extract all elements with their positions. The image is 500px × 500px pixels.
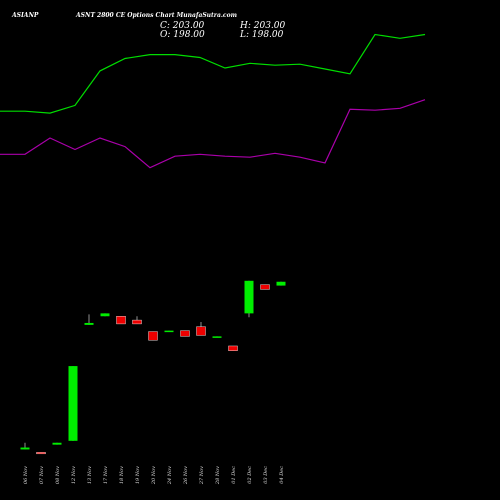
- candle: [52, 442, 62, 445]
- candle: [148, 331, 158, 341]
- x-tick-label: 24 Nov: [167, 466, 173, 485]
- candle: [116, 316, 126, 325]
- x-tick-label: 28 Nov: [215, 466, 221, 485]
- x-tick-label: 06 Nov: [23, 466, 29, 484]
- candle: [196, 322, 206, 336]
- x-tick-label: 08 Nov: [55, 466, 61, 484]
- x-tick-label: 07 Nov: [39, 466, 45, 484]
- x-tick-label: 17 Nov: [103, 466, 109, 484]
- candle: [20, 442, 30, 450]
- candle-body: [260, 284, 270, 290]
- candle: [84, 314, 94, 325]
- candle: [180, 330, 190, 337]
- candle: [68, 366, 78, 441]
- candle: [132, 316, 142, 325]
- symbol-label: ASIANP: [12, 12, 39, 19]
- x-tick-label: 02 Dec: [247, 466, 253, 484]
- candle-body: [116, 316, 126, 325]
- open-value: O: 198.00: [160, 30, 205, 40]
- candle: [260, 284, 270, 290]
- candle-body: [196, 326, 206, 336]
- x-tick-label: 13 Nov: [87, 466, 93, 484]
- candle: [164, 330, 174, 333]
- x-tick-label: 12 Nov: [71, 466, 77, 484]
- candle-body: [276, 281, 286, 286]
- candle-body: [180, 330, 190, 337]
- candle-body: [148, 331, 158, 341]
- x-tick-label: 18 Nov: [119, 466, 125, 484]
- x-tick-label: 26 Nov: [183, 466, 189, 485]
- candle: [244, 280, 254, 318]
- lower-indicator-line: [0, 99, 426, 169]
- x-tick-label: 27 Nov: [199, 466, 205, 485]
- candle-body: [36, 452, 46, 455]
- chart-title: ASNT 2800 CE Options Chart MunafaSutra.c…: [76, 12, 237, 19]
- x-tick-label: 03 Dec: [263, 466, 269, 484]
- candle-body: [100, 313, 110, 317]
- high-value: H: 203.00: [240, 21, 286, 31]
- x-tick-label: 20 Nov: [151, 466, 157, 485]
- candle-body: [228, 345, 238, 351]
- candle-body: [68, 366, 78, 441]
- x-tick-label: 04 Dec: [279, 466, 285, 484]
- upper-indicator-line: [0, 33, 426, 114]
- candle-body: [132, 319, 142, 325]
- candle-body: [20, 447, 30, 450]
- candle: [228, 345, 238, 351]
- candle: [276, 281, 286, 286]
- candle: [212, 336, 222, 338]
- candle-body: [52, 442, 62, 445]
- x-tick-label: 01 Dec: [231, 466, 237, 484]
- candle-body: [244, 280, 254, 314]
- close-value: C: 203.00: [160, 21, 205, 31]
- candle-body: [212, 336, 222, 338]
- low-value: L: 198.00: [240, 30, 284, 40]
- candle: [36, 452, 46, 455]
- candle-body: [84, 322, 94, 325]
- candle: [100, 313, 110, 317]
- candle-body: [164, 330, 174, 333]
- x-tick-label: 19 Nov: [135, 466, 141, 484]
